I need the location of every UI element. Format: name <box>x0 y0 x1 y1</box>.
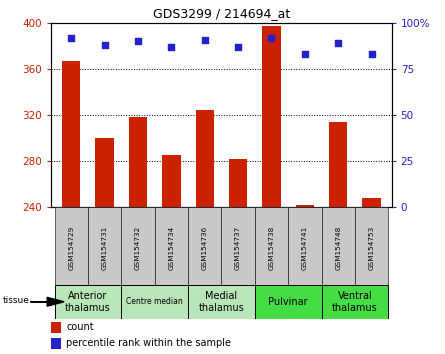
Point <box>201 37 208 42</box>
Text: GSM154753: GSM154753 <box>368 225 375 270</box>
Bar <box>121 207 155 285</box>
Text: Medial
thalamus: Medial thalamus <box>198 291 244 313</box>
Text: Centre median: Centre median <box>126 297 183 306</box>
Bar <box>88 207 121 285</box>
Bar <box>188 207 222 285</box>
Point <box>235 44 242 50</box>
Text: GSM154748: GSM154748 <box>335 225 341 270</box>
Bar <box>222 207 255 285</box>
Bar <box>95 138 114 207</box>
Point <box>301 51 308 57</box>
Bar <box>362 198 381 207</box>
Point <box>268 35 275 41</box>
Bar <box>188 285 255 319</box>
Bar <box>162 155 181 207</box>
Text: Ventral
thalamus: Ventral thalamus <box>332 291 378 313</box>
Bar <box>322 207 355 285</box>
Point <box>68 35 75 41</box>
Point <box>168 44 175 50</box>
Text: GSM154741: GSM154741 <box>302 225 308 270</box>
Bar <box>121 285 188 319</box>
Bar <box>322 285 388 319</box>
Point <box>368 51 375 57</box>
Text: Anterior
thalamus: Anterior thalamus <box>65 291 111 313</box>
Point <box>335 40 342 46</box>
Title: GDS3299 / 214694_at: GDS3299 / 214694_at <box>153 7 290 21</box>
Text: GSM154729: GSM154729 <box>68 225 74 270</box>
Bar <box>51 322 61 333</box>
Text: GSM154738: GSM154738 <box>268 225 275 270</box>
Bar <box>195 110 214 207</box>
Bar <box>62 61 81 207</box>
Bar <box>288 207 322 285</box>
Text: percentile rank within the sample: percentile rank within the sample <box>66 338 231 348</box>
Bar <box>55 207 88 285</box>
Bar <box>255 285 322 319</box>
Point <box>101 42 108 48</box>
Text: count: count <box>66 322 94 332</box>
Bar <box>355 207 388 285</box>
Text: GSM154737: GSM154737 <box>235 225 241 270</box>
Bar <box>51 338 61 349</box>
Point <box>134 39 142 44</box>
Text: GSM154734: GSM154734 <box>168 225 174 270</box>
Text: GSM154732: GSM154732 <box>135 225 141 270</box>
Bar <box>155 207 188 285</box>
Bar <box>295 205 314 207</box>
Text: GSM154736: GSM154736 <box>202 225 208 270</box>
Bar <box>255 207 288 285</box>
Bar <box>129 118 147 207</box>
Bar <box>262 27 281 207</box>
Bar <box>55 285 121 319</box>
Bar <box>329 122 348 207</box>
Text: GSM154731: GSM154731 <box>101 225 108 270</box>
Bar <box>229 159 247 207</box>
Text: tissue: tissue <box>2 296 29 304</box>
Text: Pulvinar: Pulvinar <box>268 297 308 307</box>
